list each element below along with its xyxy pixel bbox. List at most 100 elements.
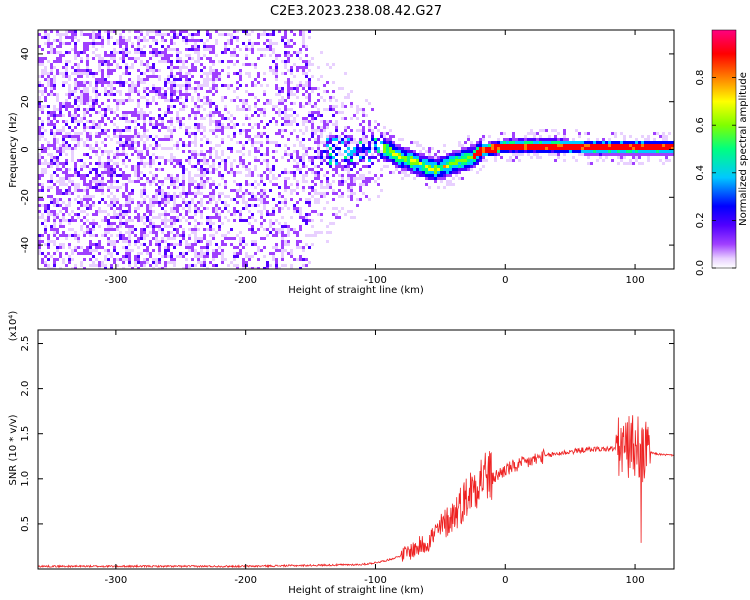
heatmap-cell: [83, 51, 86, 54]
heatmap-cell: [398, 156, 401, 159]
heatmap-cell: [149, 264, 152, 267]
heatmap-cell: [161, 198, 164, 201]
heatmap-cell: [263, 183, 266, 186]
heatmap-cell: [416, 165, 419, 168]
heatmap-cell: [407, 159, 410, 162]
heatmap-cell: [350, 210, 353, 213]
heatmap-cell: [164, 252, 167, 255]
heatmap-cell: [125, 183, 128, 186]
heatmap-cell: [308, 234, 311, 237]
heatmap-cell: [275, 111, 278, 114]
heatmap-cell: [236, 96, 239, 99]
heatmap-cell: [101, 150, 104, 153]
heatmap-cell: [77, 189, 80, 192]
heatmap-cell: [278, 174, 281, 177]
heatmap-cell: [191, 201, 194, 204]
heatmap-cell: [338, 135, 341, 138]
heatmap-cell: [74, 114, 77, 117]
heatmap-cell: [293, 159, 296, 162]
heatmap-cell: [533, 141, 536, 144]
heatmap-cell: [149, 129, 152, 132]
heatmap-cell: [128, 264, 131, 267]
heatmap-cell: [617, 144, 620, 147]
heatmap-cell: [56, 105, 59, 108]
heatmap-cell: [170, 120, 173, 123]
y-tick-label: -40: [20, 237, 31, 253]
heatmap-cell: [59, 111, 62, 114]
heatmap-cell: [122, 42, 125, 45]
heatmap-cell: [83, 204, 86, 207]
heatmap-cell: [230, 138, 233, 141]
heatmap-cell: [149, 207, 152, 210]
heatmap-cell: [188, 156, 191, 159]
heatmap-cell: [143, 54, 146, 57]
heatmap-cell: [176, 219, 179, 222]
heatmap-cell: [332, 108, 335, 111]
heatmap-cell: [401, 141, 404, 144]
heatmap-cell: [461, 147, 464, 150]
heatmap-cell: [653, 150, 656, 153]
heatmap-cell: [89, 120, 92, 123]
heatmap-cell: [479, 150, 482, 153]
heatmap-cell: [137, 57, 140, 60]
heatmap-cell: [257, 231, 260, 234]
heatmap-cell: [56, 93, 59, 96]
heatmap-cell: [89, 33, 92, 36]
heatmap-cell: [308, 36, 311, 39]
heatmap-cell: [266, 261, 269, 264]
heatmap-cell: [74, 213, 77, 216]
heatmap-cell: [212, 159, 215, 162]
heatmap-cell: [140, 54, 143, 57]
heatmap-cell: [146, 87, 149, 90]
heatmap-cell: [47, 51, 50, 54]
heatmap-cell: [311, 225, 314, 228]
heatmap-cell: [236, 165, 239, 168]
heatmap-cell: [293, 171, 296, 174]
heatmap-cell: [491, 147, 494, 150]
heatmap-cell: [374, 156, 377, 159]
heatmap-cell: [98, 210, 101, 213]
heatmap-cell: [182, 237, 185, 240]
heatmap-cell: [278, 222, 281, 225]
heatmap-cell: [143, 258, 146, 261]
heatmap-cell: [176, 78, 179, 81]
heatmap-cell: [263, 90, 266, 93]
heatmap-cell: [287, 135, 290, 138]
heatmap-cell: [77, 69, 80, 72]
heatmap-cell: [164, 225, 167, 228]
heatmap-cell: [362, 159, 365, 162]
heatmap-cell: [239, 141, 242, 144]
heatmap-cell: [137, 252, 140, 255]
heatmap-cell: [74, 48, 77, 51]
heatmap-cell: [131, 144, 134, 147]
heatmap-cell: [140, 78, 143, 81]
heatmap-cell: [233, 258, 236, 261]
heatmap-cell: [47, 210, 50, 213]
heatmap-cell: [41, 216, 44, 219]
heatmap-cell: [245, 48, 248, 51]
heatmap-cell: [53, 114, 56, 117]
heatmap-cell: [236, 30, 239, 33]
heatmap-cell: [617, 147, 620, 150]
heatmap-cell: [134, 111, 137, 114]
heatmap-cell: [134, 210, 137, 213]
heatmap-cell: [71, 174, 74, 177]
heatmap-cell: [287, 159, 290, 162]
heatmap-cell: [80, 132, 83, 135]
heatmap-cell: [131, 72, 134, 75]
heatmap-cell: [269, 252, 272, 255]
heatmap-cell: [335, 144, 338, 147]
heatmap-cell: [296, 246, 299, 249]
heatmap-cell: [203, 195, 206, 198]
heatmap-cell: [71, 33, 74, 36]
heatmap-cell: [281, 258, 284, 261]
heatmap-cell: [140, 261, 143, 264]
heatmap-cell: [188, 186, 191, 189]
heatmap-cell: [158, 60, 161, 63]
heatmap-cell: [425, 162, 428, 165]
heatmap-cell: [161, 201, 164, 204]
heatmap-cell: [200, 69, 203, 72]
heatmap-cell: [443, 174, 446, 177]
heatmap-cell: [248, 153, 251, 156]
heatmap-cell: [632, 153, 635, 156]
